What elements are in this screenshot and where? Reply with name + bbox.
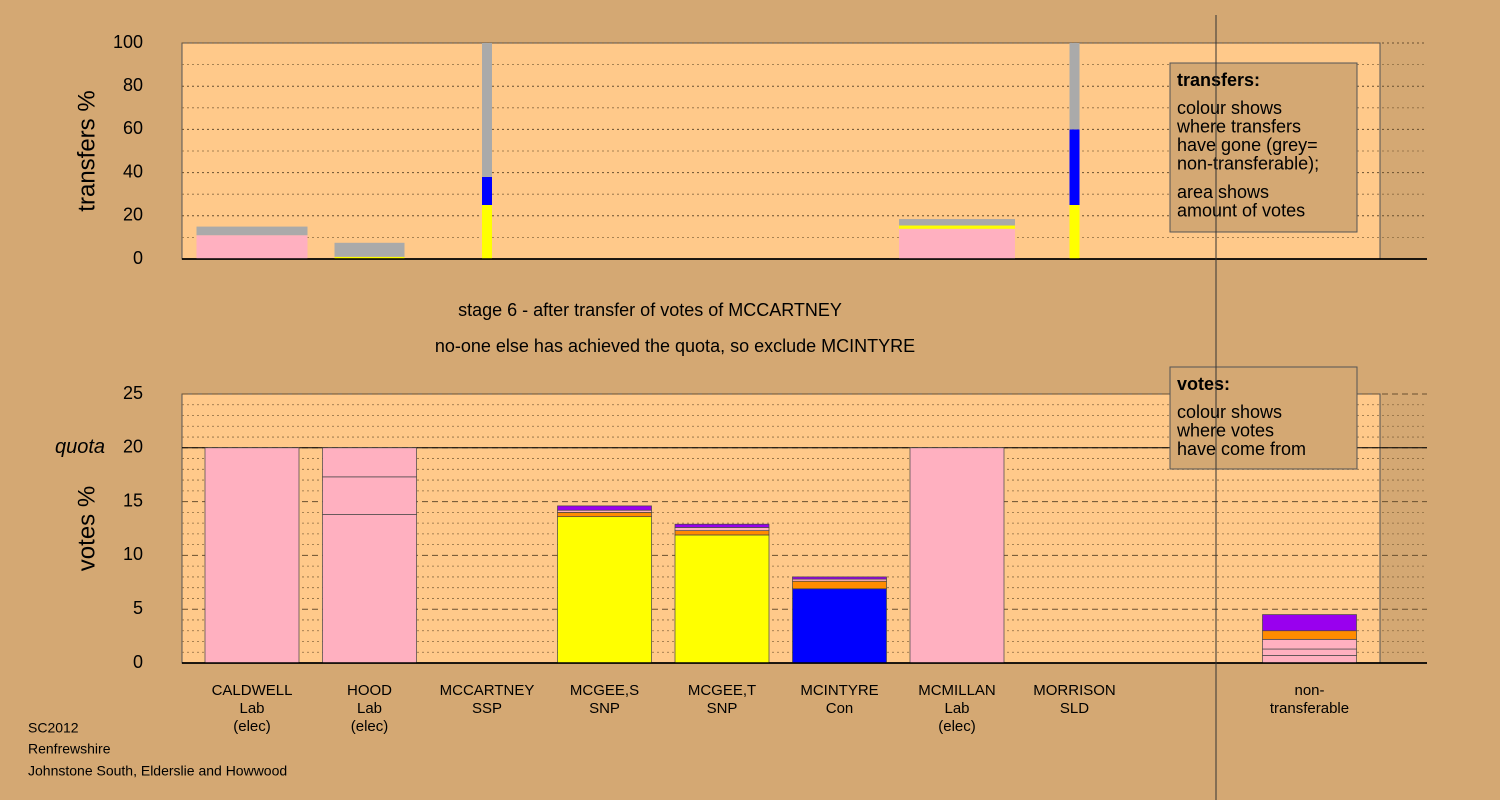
transfer-segment <box>196 226 308 236</box>
x-tick-label: (elec) <box>938 718 976 735</box>
vote-segment <box>1262 638 1357 650</box>
y-tick-label: 80 <box>123 75 143 95</box>
x-tick-label: Con <box>826 700 854 717</box>
y-tick-label: 5 <box>133 598 143 618</box>
vote-segment <box>322 476 417 515</box>
vote-segment <box>1262 630 1357 640</box>
vote-segment <box>909 447 1005 664</box>
y-tick-label: 15 <box>123 490 143 510</box>
legend-text: colour shows <box>1177 98 1282 118</box>
vote-segment <box>1262 648 1357 656</box>
y-tick-label: 10 <box>123 544 143 564</box>
quota-label: quota <box>55 436 105 458</box>
vote-segment <box>1262 614 1357 632</box>
legend-title: votes: <box>1177 374 1230 394</box>
x-tick-label: MCCARTNEY <box>440 682 535 699</box>
legend-title: transfers: <box>1177 70 1260 90</box>
transfer-segment <box>482 205 492 259</box>
vote-segment <box>204 447 300 664</box>
vote-segment <box>674 534 770 664</box>
note: stage 6 - after transfer of votes of MCC… <box>458 300 842 320</box>
legend-text: area shows <box>1177 182 1269 202</box>
transfer-segment <box>899 219 1015 226</box>
y-tick-label: 40 <box>123 161 143 181</box>
y-tick-label: 20 <box>123 437 143 457</box>
x-tick-label: MCMILLAN <box>918 682 996 699</box>
x-tick-label: MCGEE,T <box>688 682 756 699</box>
x-tick-label: SSP <box>472 700 502 717</box>
x-tick-label: MORRISON <box>1033 682 1116 699</box>
vote-segment <box>674 527 770 532</box>
transfer-segment <box>899 225 1015 229</box>
transfer-segment <box>196 235 308 259</box>
x-tick-label: (elec) <box>233 718 271 735</box>
legend-text: where votes <box>1176 420 1274 440</box>
y-tick-label: 60 <box>123 118 143 138</box>
vote-segment <box>322 514 417 664</box>
vote-segment <box>557 512 652 518</box>
legend-box <box>1169 366 1358 470</box>
y-tick-label: 25 <box>123 383 143 403</box>
legend-text: amount of votes <box>1177 200 1305 220</box>
transfer-segment <box>482 176 492 205</box>
x-tick-label: transferable <box>1270 700 1349 717</box>
x-tick-label: HOOD <box>347 682 392 699</box>
x-tick-label: SNP <box>589 700 620 717</box>
x-tick-label: SLD <box>1060 700 1089 717</box>
vote-segment <box>674 523 770 528</box>
y-tick-label: 0 <box>133 652 143 672</box>
vote-segment <box>1262 655 1357 664</box>
footer: SC2012 <box>28 720 79 736</box>
vote-segment <box>322 447 417 478</box>
x-tick-label: MCGEE,S <box>570 682 639 699</box>
x-tick-label: Lab <box>944 700 969 717</box>
x-tick-label: Lab <box>239 700 264 717</box>
legend-text: where transfers <box>1176 116 1301 136</box>
legend-box <box>1169 62 1358 233</box>
y-tick-label: 100 <box>113 32 143 52</box>
y-axis-title: transfers % <box>73 90 100 211</box>
legend-text: have come from <box>1177 439 1306 459</box>
x-tick-label: (elec) <box>351 718 389 735</box>
vote-segment <box>792 588 887 664</box>
legend-text: have gone (grey= <box>1177 135 1318 155</box>
note: no-one else has achieved the quota, so e… <box>435 336 915 356</box>
y-tick-label: 20 <box>123 205 143 225</box>
transfer-segment <box>334 242 405 257</box>
vote-segment <box>557 516 652 664</box>
transfer-segment <box>482 43 492 177</box>
x-tick-label: SNP <box>707 700 738 717</box>
vote-segment <box>792 580 887 590</box>
transfer-segment <box>1069 129 1080 205</box>
legend-text: non-transferable); <box>1177 153 1319 173</box>
y-axis-title: votes % <box>73 486 100 571</box>
vote-segment <box>792 576 887 580</box>
x-tick-label: Lab <box>357 700 382 717</box>
transfer-segment <box>899 228 1015 259</box>
transfer-segment <box>334 256 405 259</box>
vote-segment <box>557 505 652 511</box>
footer: Renfrewshire <box>28 741 111 757</box>
y-tick-label: 0 <box>133 248 143 268</box>
transfer-segment <box>1069 205 1080 259</box>
x-tick-label: MCINTYRE <box>800 682 878 699</box>
footer: Johnstone South, Elderslie and Howwood <box>28 763 287 779</box>
x-tick-label: non- <box>1294 682 1324 699</box>
x-tick-label: CALDWELL <box>212 682 293 699</box>
transfer-segment <box>1069 43 1080 130</box>
vote-segment <box>674 530 770 536</box>
legend-text: colour shows <box>1177 402 1282 422</box>
